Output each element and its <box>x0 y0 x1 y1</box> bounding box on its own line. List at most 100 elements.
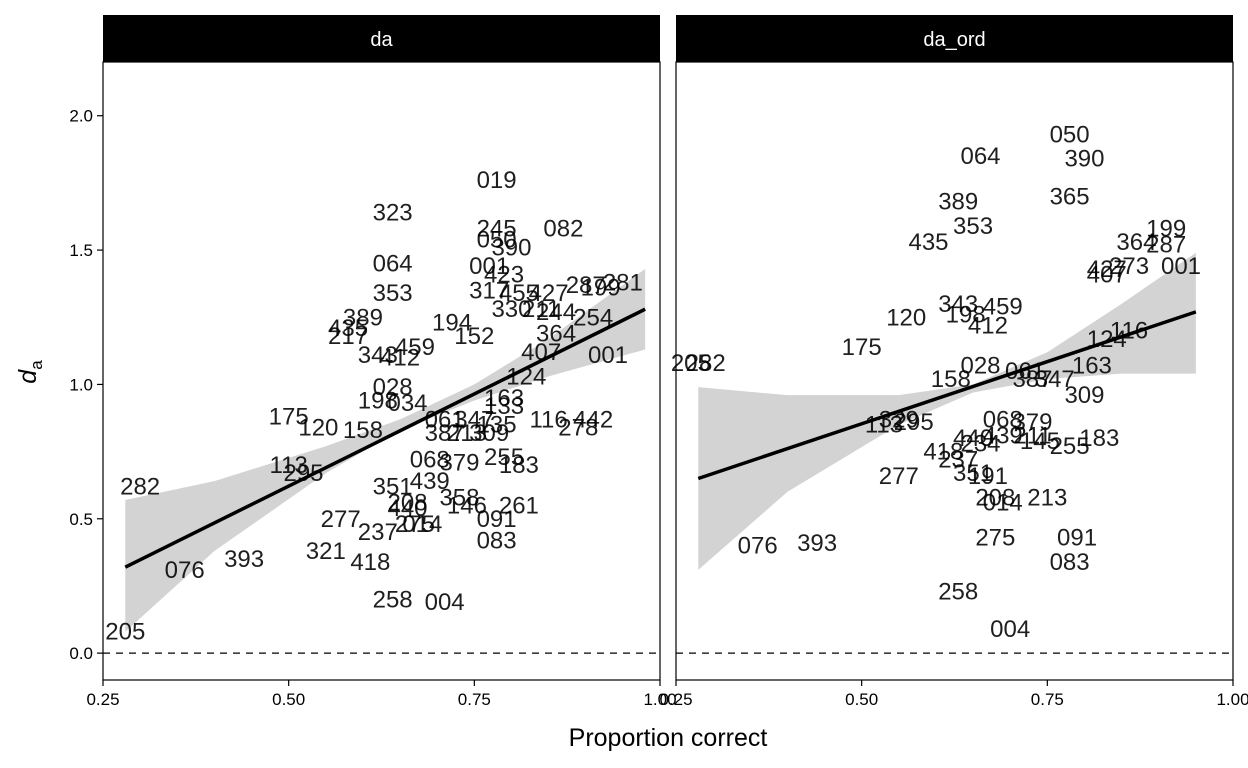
point-label: 427 <box>529 280 569 307</box>
point-label: 208 <box>975 484 1015 511</box>
point-label: 191 <box>968 463 1008 490</box>
point-label: 028 <box>373 374 413 401</box>
point-label: 412 <box>968 312 1008 339</box>
point-label: 083 <box>477 527 517 554</box>
point-label: 455 <box>499 280 539 307</box>
point-label: 423 <box>484 261 524 288</box>
point-label: 205 <box>105 619 145 646</box>
point-label: 387 <box>425 420 465 447</box>
point-label: 019 <box>477 167 517 194</box>
point-label: 439 <box>983 422 1023 449</box>
point-label: 427 <box>1087 256 1127 283</box>
point-label: 014 <box>983 490 1023 517</box>
point-label: 347 <box>1035 366 1075 393</box>
point-label: 163 <box>484 385 524 412</box>
point-label: 245 <box>477 216 517 243</box>
confidence-ribbon <box>125 268 646 632</box>
point-label: 278 <box>558 414 598 441</box>
point-label: 120 <box>298 414 338 441</box>
point-label: 393 <box>797 530 837 557</box>
point-label: 050 <box>1050 122 1090 149</box>
point-label: 198 <box>946 302 986 329</box>
point-label: 364 <box>536 320 576 347</box>
point-label: 064 <box>960 143 1000 170</box>
point-label: 351 <box>953 460 993 487</box>
point-label: 194 <box>432 310 472 337</box>
point-label: 198 <box>358 388 398 415</box>
point-label: 205 <box>671 350 711 377</box>
point-label: 068 <box>983 406 1023 433</box>
point-label: 146 <box>447 492 487 519</box>
point-label: 258 <box>373 586 413 613</box>
point-label: 116 <box>529 406 567 433</box>
point-label: 351 <box>373 474 413 501</box>
point-label: 281 <box>603 269 643 296</box>
point-label: 277 <box>879 463 919 490</box>
point-label: 158 <box>343 417 383 444</box>
panel-border <box>102 61 661 681</box>
point-label: 199 <box>581 275 621 302</box>
confidence-ribbon <box>698 252 1196 570</box>
y-tick-label: 2.0 <box>69 107 93 126</box>
point-label: 014 <box>402 511 442 538</box>
point-label: 076 <box>738 533 778 560</box>
y-axis: 0.0 0.5 1.0 1.5 2.0 <box>69 107 103 663</box>
point-label: 208 <box>387 490 427 517</box>
y-axis-label-main: d <box>14 369 42 384</box>
x-tick-label: 1.00 <box>1216 690 1248 709</box>
point-label: 061 <box>1005 358 1045 385</box>
point-label: 183 <box>1079 425 1119 452</box>
point-label: 091 <box>477 506 517 533</box>
point-label: 275 <box>975 525 1015 552</box>
point-label: 261 <box>499 492 539 519</box>
x-tick-label: 1.00 <box>643 690 676 709</box>
point-label: 435 <box>908 229 948 256</box>
point-label: 277 <box>321 506 361 533</box>
point-label: 282 <box>120 474 160 501</box>
point-label: 217 <box>328 323 368 350</box>
point-label: 407 <box>1087 261 1127 288</box>
point-label: 379 <box>439 449 479 476</box>
point-label: 145 <box>1020 428 1060 455</box>
x-axis-label: Proportion correct <box>569 724 768 752</box>
panel-strip-title: da <box>370 29 393 51</box>
point-label: 343 <box>358 342 398 369</box>
y-tick-label: 0.0 <box>69 644 93 663</box>
point-label: 255 <box>1050 433 1090 460</box>
point-label: 183 <box>499 452 539 479</box>
point-label: 135 <box>477 412 517 439</box>
panel-border <box>675 61 1234 681</box>
point-label: 364 <box>1116 229 1156 256</box>
point-label: 439 <box>410 468 450 495</box>
point-label: 440 <box>953 425 993 452</box>
point-label: 255 <box>484 444 524 471</box>
point-label: 440 <box>387 495 427 522</box>
point-label: 163 <box>1072 353 1112 380</box>
point-label: 321 <box>306 538 346 565</box>
regression-line <box>697 310 1197 481</box>
point-label: 237 <box>938 447 978 474</box>
panel-strip-title: da_ord <box>923 29 985 51</box>
point-label: 442 <box>573 406 613 433</box>
x-tick-label: 0.75 <box>1031 690 1064 709</box>
point-label: 213 <box>447 420 487 447</box>
point-label: 412 <box>380 345 420 372</box>
point-label: 061 <box>425 406 465 433</box>
point-label: 004 <box>990 616 1030 643</box>
y-tick-label: 0.5 <box>69 510 93 529</box>
point-label: 330 <box>491 296 531 323</box>
point-label: 353 <box>953 213 993 240</box>
point-label: 353 <box>373 280 413 307</box>
point-label: 390 <box>491 234 531 261</box>
point-label: 389 <box>938 189 978 216</box>
point-label: 234 <box>960 431 1000 458</box>
point-label: 309 <box>1064 382 1104 409</box>
point-label: 050 <box>477 226 517 253</box>
point-label: 199 <box>1146 216 1186 243</box>
point-label: 389 <box>343 304 383 331</box>
point-label: 004 <box>425 589 465 616</box>
point-label: 064 <box>373 251 413 278</box>
point-label: 113 <box>270 452 308 479</box>
